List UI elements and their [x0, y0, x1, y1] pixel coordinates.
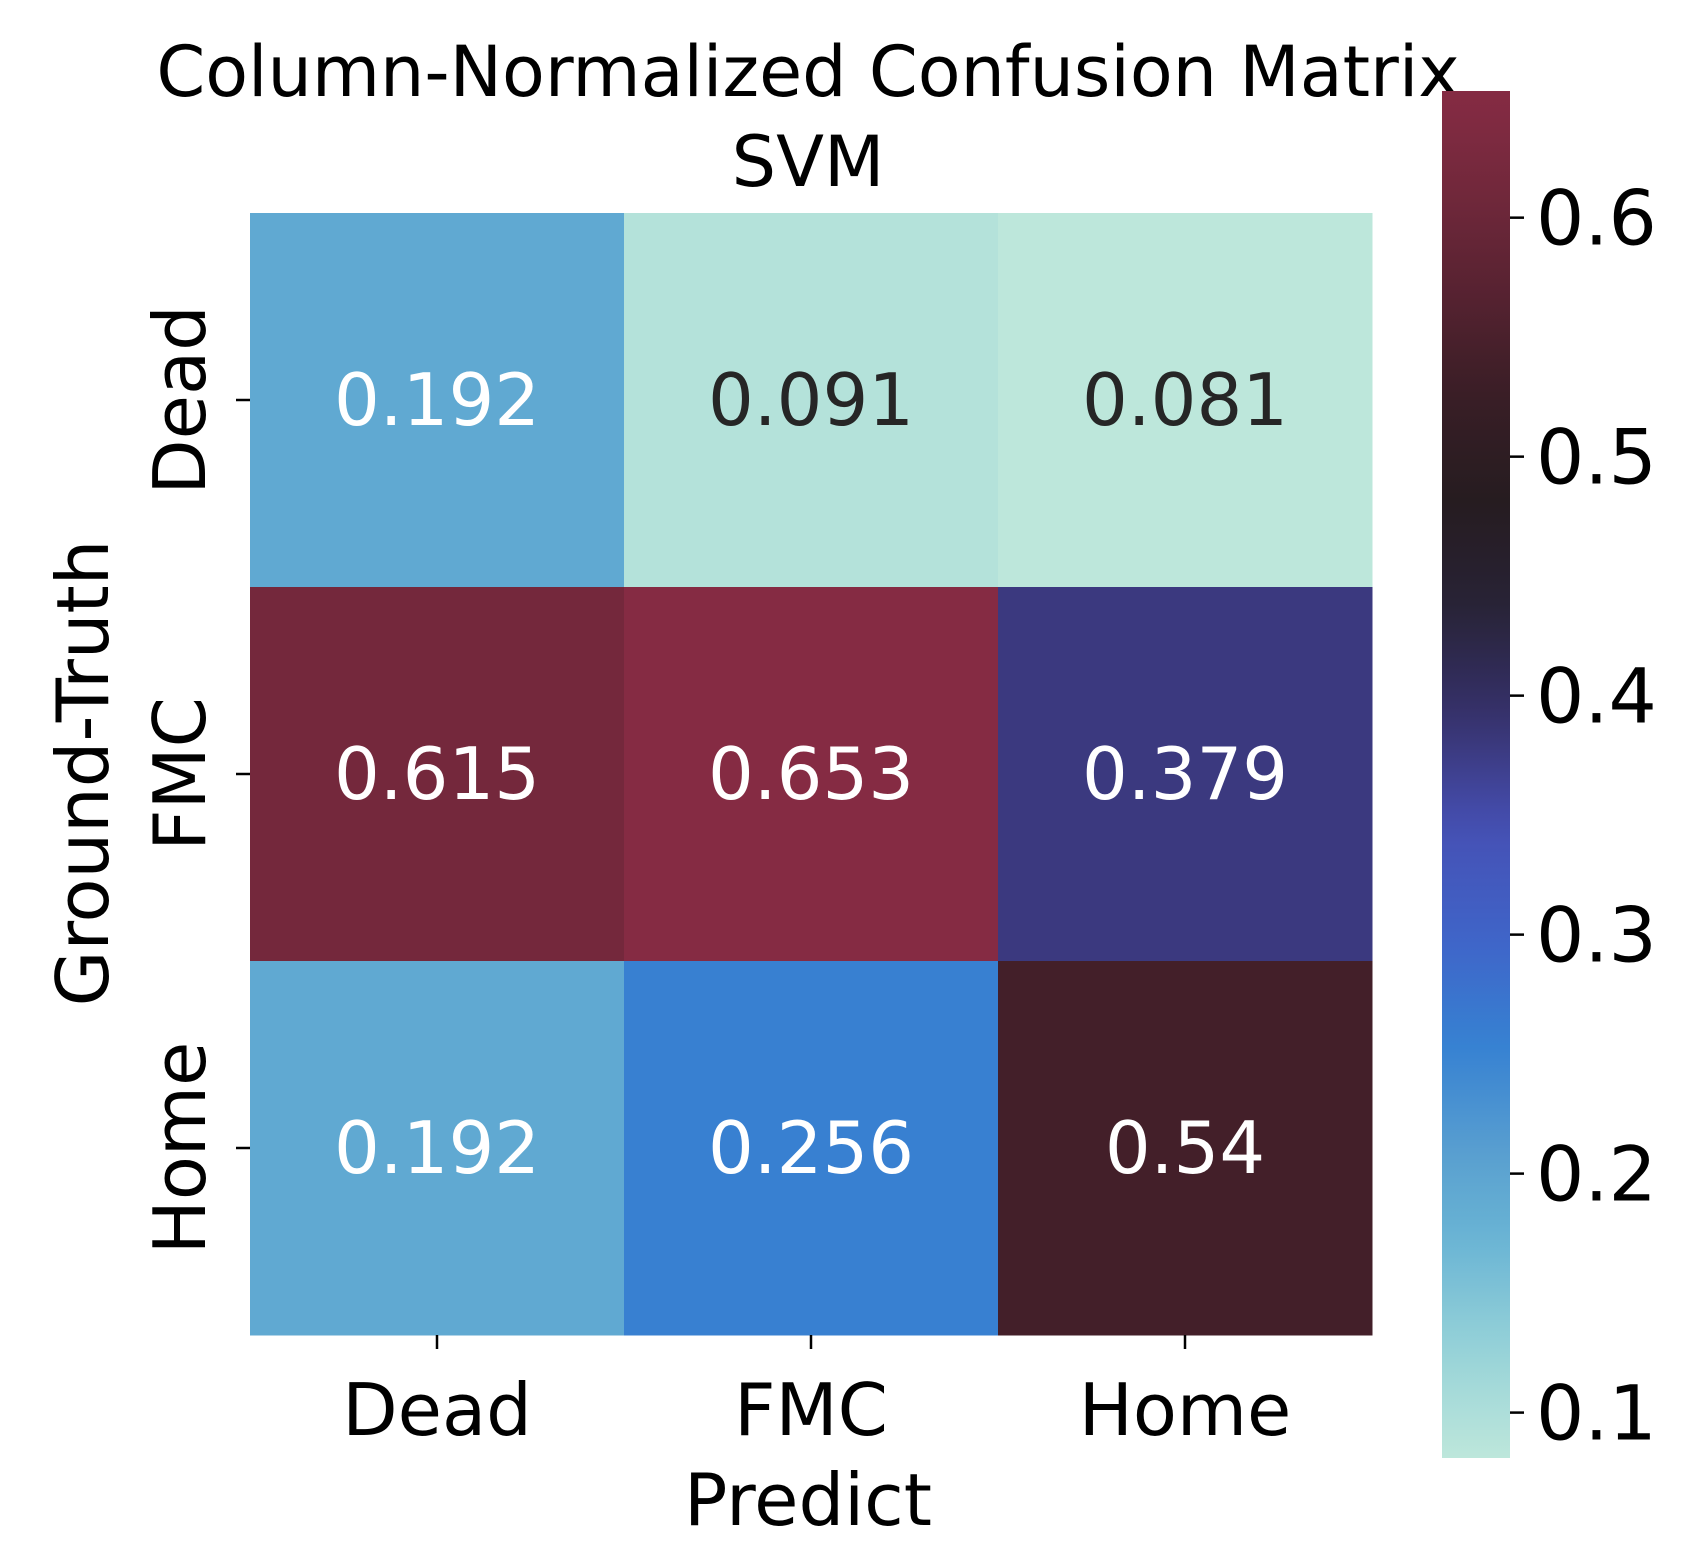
x-tick-label: Dead: [342, 1368, 532, 1452]
y-axis-label: Ground-Truth: [41, 540, 125, 1007]
heatmap-cell: [998, 587, 1373, 962]
y-tick-label: Home: [138, 1042, 222, 1255]
y-tick-label: FMC: [138, 697, 222, 851]
colorbar-tick-label: 0.4: [1536, 652, 1657, 741]
colorbar-tick-label: 0.6: [1536, 174, 1657, 263]
cell-value-label: 0.192: [334, 1106, 540, 1190]
cell-value-label: 0.379: [1082, 732, 1288, 816]
cell-value-label: 0.615: [334, 732, 540, 816]
y-tick-label: Dead: [138, 305, 222, 495]
x-tick-label: Home: [1079, 1368, 1292, 1452]
heatmap-grid: 0.192 0.091 0.081 0.615 0.653 0.379 0.192 0.256…: [250, 213, 1373, 1336]
heatmap-cell: [624, 961, 999, 1336]
cell-value-label: 0.192: [334, 358, 540, 442]
x-axis: Dead FMC Home: [342, 1335, 1291, 1452]
cell-value-label: 0.256: [708, 1106, 914, 1190]
colorbar-tick-label: 0.2: [1536, 1130, 1657, 1219]
colorbar-tick-label: 0.1: [1536, 1369, 1657, 1458]
y-axis: Dead FMC Home: [138, 305, 250, 1254]
x-axis-label: Predict: [684, 1458, 932, 1542]
chart-subtitle: SVM: [732, 121, 885, 203]
x-tick-label: FMC: [734, 1368, 888, 1452]
heatmap-cell: [624, 213, 999, 588]
heatmap-cell: [624, 587, 999, 962]
heatmap-cell: [250, 587, 625, 962]
colorbar-gradient: [1442, 91, 1510, 1458]
heatmap-cell: [250, 961, 625, 1336]
heatmap-cell: [250, 213, 625, 588]
cell-value-label: 0.653: [708, 732, 914, 816]
heatmap-cell: [998, 213, 1373, 588]
colorbar-tick-label: 0.3: [1536, 891, 1657, 980]
chart-title: Column-Normalized Confusion Matrix: [156, 31, 1459, 113]
colorbar-tick-label: 0.5: [1536, 413, 1657, 502]
cell-value-label: 0.54: [1105, 1106, 1265, 1190]
cell-value-label: 0.081: [1082, 358, 1288, 442]
cell-value-label: 0.091: [708, 358, 914, 442]
heatmap-cell: [998, 961, 1373, 1336]
colorbar: 0.1 0.2 0.3 0.4 0.5 0.6: [1442, 91, 1657, 1458]
